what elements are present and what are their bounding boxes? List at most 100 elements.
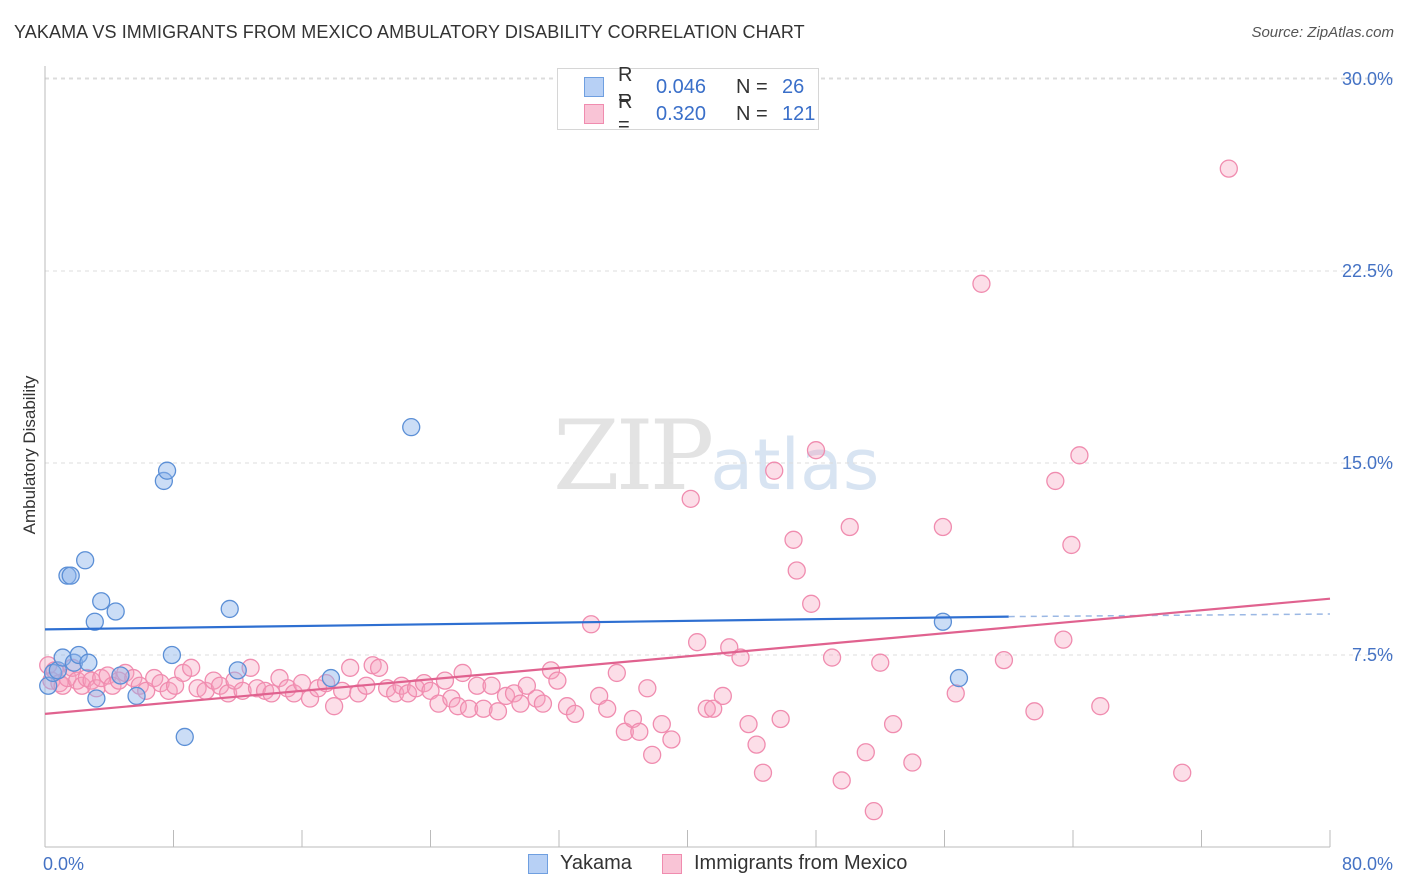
data-point-mexico	[488, 702, 508, 721]
data-point-mexico	[883, 714, 903, 734]
data-point-mexico	[747, 735, 766, 754]
data-point-mexico	[787, 561, 806, 580]
data-point-mexico	[1025, 702, 1044, 721]
watermark-main: ZIP	[553, 400, 714, 512]
series-legend: Yakama Immigrants from Mexico	[0, 852, 1406, 878]
data-point-mexico	[292, 674, 312, 693]
data-point-mexico	[933, 517, 953, 537]
data-point-yakama	[92, 592, 111, 611]
data-point-mexico	[864, 802, 883, 821]
data-point-mexico	[459, 699, 479, 718]
data-point-mexico	[994, 650, 1014, 670]
y-tick-label: 30.0%	[1342, 69, 1393, 89]
series-legend-mexico: Immigrants from Mexico	[662, 852, 907, 875]
data-point-mexico	[806, 441, 826, 460]
data-point-yakama	[949, 668, 969, 688]
legend-n-value: 26	[782, 75, 805, 98]
data-point-mexico	[467, 676, 487, 695]
data-point-yakama	[76, 551, 95, 570]
legend-r-value: 0.046	[656, 75, 707, 98]
data-point-yakama	[162, 645, 182, 665]
legend-n-value: 121	[782, 102, 816, 125]
data-point-mexico	[565, 704, 585, 724]
data-point-yakama	[85, 612, 104, 631]
legend-swatch-yakama	[528, 853, 548, 874]
data-point-mexico	[753, 763, 773, 782]
data-point-mexico	[341, 658, 360, 677]
data-point-mexico	[871, 653, 890, 672]
data-point-mexico	[946, 684, 965, 703]
legend-r-label: R =	[618, 91, 633, 136]
y-tick-label: 15.0%	[1342, 453, 1393, 473]
data-point-mexico	[435, 671, 455, 690]
legend-r-label: R =	[618, 64, 633, 109]
data-point-mexico	[581, 615, 601, 634]
data-point-mexico	[369, 658, 389, 677]
data-point-mexico	[856, 743, 875, 762]
data-point-mexico	[453, 663, 472, 683]
data-point-mexico	[784, 530, 803, 549]
data-point-mexico	[1046, 471, 1065, 491]
series-legend-label: Yakama	[560, 852, 632, 874]
data-point-mexico	[1091, 697, 1110, 716]
data-point-yakama	[402, 418, 421, 437]
data-point-mexico	[903, 753, 922, 772]
data-point-mexico	[687, 633, 707, 652]
data-point-mexico	[643, 745, 662, 764]
y-tick-label: 7.5%	[1352, 645, 1393, 665]
data-point-mexico	[630, 722, 649, 741]
data-point-mexico	[713, 686, 732, 706]
legend-swatch-yakama	[584, 77, 604, 97]
data-point-mexico	[840, 517, 859, 537]
legend-row-yakama: R = 0.046 N = 26	[584, 64, 805, 109]
data-point-yakama	[127, 686, 146, 706]
data-point-mexico	[98, 666, 117, 685]
chart-title: YAKAMA VS IMMIGRANTS FROM MEXICO AMBULAT…	[14, 22, 805, 42]
x-tick-label: 0.0%	[43, 854, 84, 874]
data-point-yakama	[111, 666, 130, 685]
legend-r-value: 0.320	[656, 102, 707, 125]
data-point-mexico	[1070, 446, 1089, 465]
data-point-mexico	[704, 699, 723, 718]
data-point-mexico	[1062, 535, 1081, 555]
data-point-yakama	[69, 645, 88, 665]
data-point-mexico	[1054, 630, 1073, 649]
data-point-mexico	[972, 274, 991, 293]
data-point-mexico	[511, 694, 530, 713]
data-point-mexico	[448, 697, 467, 716]
trend-line-mexico	[44, 597, 1331, 715]
data-point-mexico	[697, 699, 716, 718]
data-point-mexico	[598, 699, 617, 718]
data-point-yakama	[220, 599, 239, 619]
data-point-yakama	[87, 689, 106, 708]
legend-swatch-mexico	[584, 104, 604, 124]
data-point-mexico	[652, 714, 671, 734]
legend-swatch-mexico	[662, 853, 682, 874]
data-point-yakama	[228, 661, 247, 680]
data-point-mexico	[832, 771, 851, 790]
series-yakama	[39, 418, 969, 747]
legend-row-mexico: R = 0.320 N = 121	[584, 91, 816, 136]
y-axis-label: Ambulatory Disability	[20, 375, 39, 534]
series-immigrants-from-mexico	[39, 159, 1238, 821]
data-point-yakama	[321, 668, 341, 688]
y-tick-label: 22.5%	[1342, 261, 1393, 281]
data-point-mexico	[822, 648, 842, 667]
trend-line-yakama	[44, 615, 1009, 631]
data-point-mexico	[771, 709, 790, 729]
data-point-mexico	[533, 694, 553, 713]
trend-line-yakama-extension	[1008, 613, 1331, 618]
data-point-yakama	[157, 461, 177, 480]
series-legend-label: Immigrants from Mexico	[694, 852, 908, 874]
data-point-mexico	[474, 699, 493, 718]
data-point-mexico	[662, 730, 681, 749]
data-point-mexico	[739, 714, 758, 734]
series-legend-yakama: Yakama	[528, 852, 632, 875]
data-point-yakama	[106, 602, 125, 621]
axes	[44, 66, 1331, 848]
watermark-suffix: atlas	[710, 424, 880, 506]
legend-n-label: N =	[736, 102, 768, 125]
data-point-yakama	[43, 663, 63, 683]
data-point-mexico	[638, 679, 657, 698]
